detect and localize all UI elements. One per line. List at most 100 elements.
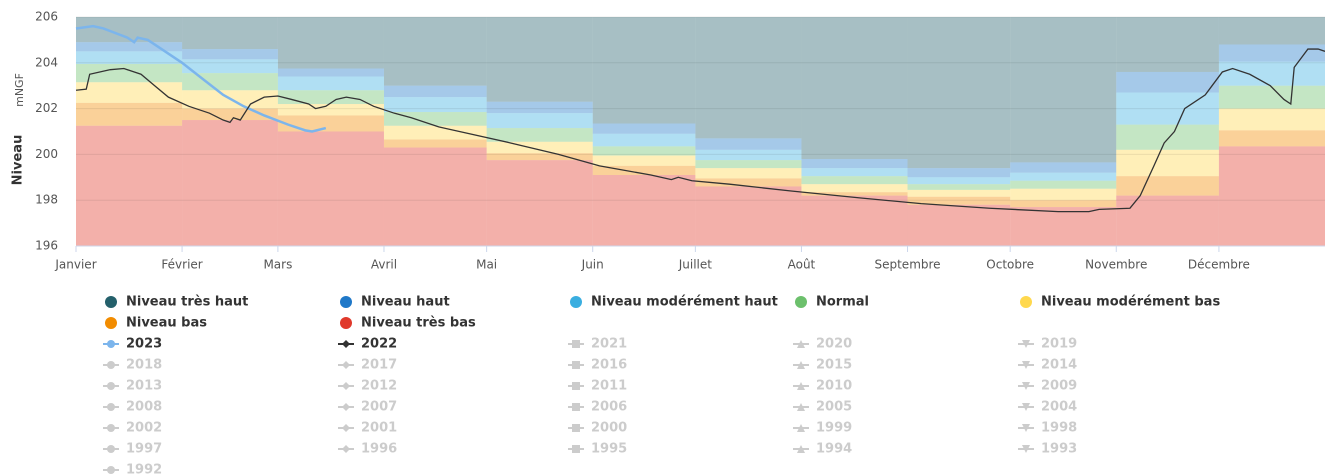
band [592,146,696,156]
band [695,160,802,169]
legend-label[interactable]: 2009 [1041,379,1077,394]
legend-label[interactable]: 2011 [591,379,627,394]
legend-marker [797,424,805,432]
legend-marker [572,361,580,369]
legend-marker [572,340,580,348]
legend-label[interactable]: 2000 [591,421,627,436]
legend-label[interactable]: Niveau modérément haut [591,295,778,310]
legend-label[interactable]: 2019 [1041,337,1077,352]
legend-label[interactable]: 1999 [816,421,852,436]
legend-label[interactable]: 2021 [591,337,627,352]
band [182,120,278,246]
legend-marker [797,340,805,348]
legend-label[interactable]: 1997 [126,442,162,457]
legend-label[interactable]: 1995 [591,442,627,457]
band [76,51,183,64]
band [1116,17,1219,72]
legend-label[interactable]: 2007 [361,400,397,415]
legend-label[interactable]: Niveau bas [126,316,207,331]
x-tick-label: Avril [371,258,397,272]
legend-marker [797,445,805,453]
legend-label[interactable]: 2002 [126,421,162,436]
legend-marker [342,382,350,390]
band [1010,17,1117,163]
legend-label[interactable]: 2017 [361,358,397,373]
legend-label[interactable]: 2001 [361,421,397,436]
band [1116,176,1219,196]
legend-label[interactable]: 2006 [591,400,627,415]
legend-label[interactable]: 2004 [1041,400,1077,415]
band [801,168,908,177]
legend-marker [342,424,350,432]
x-tick-label: Juillet [678,258,713,272]
band [801,17,908,159]
y-tick-label: 204 [35,55,58,69]
band [277,131,384,246]
legend-label[interactable]: 2008 [126,400,162,415]
legend-label[interactable]: 2016 [591,358,627,373]
series-line [75,24,327,133]
band [907,204,1011,246]
band [1010,180,1117,189]
band [76,82,183,103]
legend-swatch [105,296,117,308]
x-tick-label: Janvier [54,258,96,272]
band [486,128,593,142]
series-line [75,48,1325,213]
band [383,147,487,246]
legend-marker [1022,382,1030,390]
band [383,17,487,86]
legend-label[interactable]: Niveau modérément bas [1041,295,1220,310]
band [907,196,1011,205]
band [1218,17,1325,45]
legend-marker [1022,361,1030,369]
legend-label[interactable]: 1992 [126,463,162,474]
band [592,175,696,246]
legend-marker [1022,445,1030,453]
legend-label[interactable]: 2020 [816,337,852,352]
legend-label[interactable]: 1996 [361,442,397,457]
legend-marker [572,424,580,432]
band [76,125,183,246]
band [801,192,908,196]
band [801,184,908,193]
legend-label[interactable]: 2018 [126,358,162,373]
legend-label[interactable]: 1993 [1041,442,1077,457]
band [801,158,908,169]
band [907,177,1011,185]
band [695,138,802,150]
band [1218,61,1325,86]
band [486,101,593,114]
legend-marker [342,445,350,453]
band [182,49,278,60]
band [277,17,384,69]
band [277,76,384,91]
legend-label[interactable]: 2022 [361,337,397,352]
band [801,176,908,185]
band [1218,108,1325,131]
band [1010,188,1117,201]
band [1116,124,1219,150]
x-tick-label: Mai [476,258,497,272]
x-tick-label: Février [161,258,202,272]
legend-label[interactable]: 1998 [1041,421,1077,436]
legend-label[interactable]: 2012 [361,379,397,394]
legend-label[interactable]: 2015 [816,358,852,373]
band [695,178,802,187]
legend-swatch [570,296,582,308]
legend-label[interactable]: 2005 [816,400,852,415]
band [277,68,384,77]
legend-label[interactable]: Niveau très haut [126,295,248,310]
legend-label[interactable]: Niveau haut [361,295,450,310]
legend-label[interactable]: 2014 [1041,358,1077,373]
legend-label[interactable]: Niveau très bas [361,316,476,331]
legend-marker [797,403,805,411]
legend-label[interactable]: Normal [816,295,869,310]
legend-label[interactable]: 2023 [126,337,162,352]
legend-label[interactable]: 2010 [816,379,852,394]
band [486,113,593,129]
x-tick-label: Juin [581,258,604,272]
legend-marker [797,361,805,369]
legend-label[interactable]: 1994 [816,442,852,457]
legend-label[interactable]: 2013 [126,379,162,394]
